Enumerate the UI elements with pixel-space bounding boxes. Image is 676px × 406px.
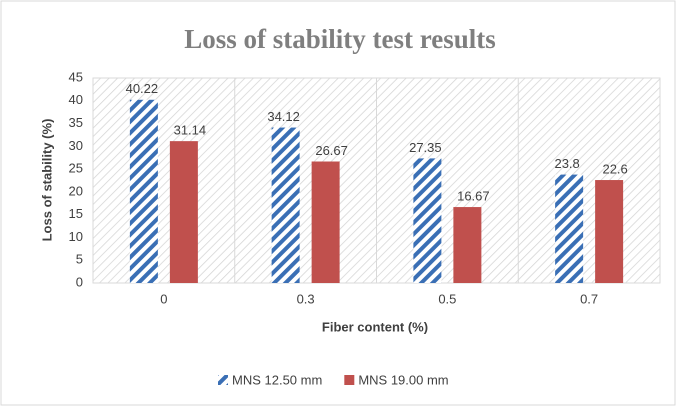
x-tick-label: 0.3 — [297, 291, 315, 306]
bar — [555, 174, 584, 283]
data-label: 16.67 — [457, 188, 490, 203]
data-label: 40.22 — [126, 81, 159, 96]
y-axis-title: Loss of stability (%) — [39, 119, 54, 242]
data-label: 34.12 — [267, 109, 300, 124]
y-tick-label: 10 — [69, 229, 83, 244]
y-tick-label: 25 — [69, 161, 83, 176]
bar — [271, 127, 300, 283]
data-label: 23.8 — [554, 156, 579, 171]
legend-swatch — [218, 375, 228, 385]
bar — [453, 207, 482, 283]
legend-swatch — [344, 375, 355, 385]
bar — [169, 141, 198, 283]
bar — [311, 161, 340, 283]
x-tick-label: 0.5 — [438, 291, 456, 306]
y-tick-label: 40 — [69, 92, 83, 107]
bar — [595, 180, 624, 283]
data-label: 27.35 — [409, 140, 442, 155]
y-tick-label: 20 — [69, 183, 83, 198]
x-tick-label: 0.7 — [580, 291, 598, 306]
legend-label: MNS 12.50 mm — [232, 372, 322, 387]
x-tick-label: 0 — [160, 291, 167, 306]
y-tick-label: 35 — [69, 115, 83, 130]
y-tick-label: 15 — [69, 206, 83, 221]
data-label: 22.6 — [602, 161, 627, 176]
bar — [413, 158, 442, 283]
y-tick-label: 45 — [69, 69, 83, 84]
y-tick-label: 30 — [69, 138, 83, 153]
data-label: 26.67 — [315, 143, 348, 158]
y-tick-label: 0 — [76, 274, 83, 289]
legend-label: MNS 19.00 mm — [358, 372, 448, 387]
data-label: 31.14 — [174, 123, 207, 138]
chart-title: Loss of stability test results — [184, 24, 496, 54]
y-tick-label: 5 — [76, 252, 83, 267]
x-axis-title: Fiber content (%) — [322, 319, 428, 334]
bar — [129, 99, 158, 283]
